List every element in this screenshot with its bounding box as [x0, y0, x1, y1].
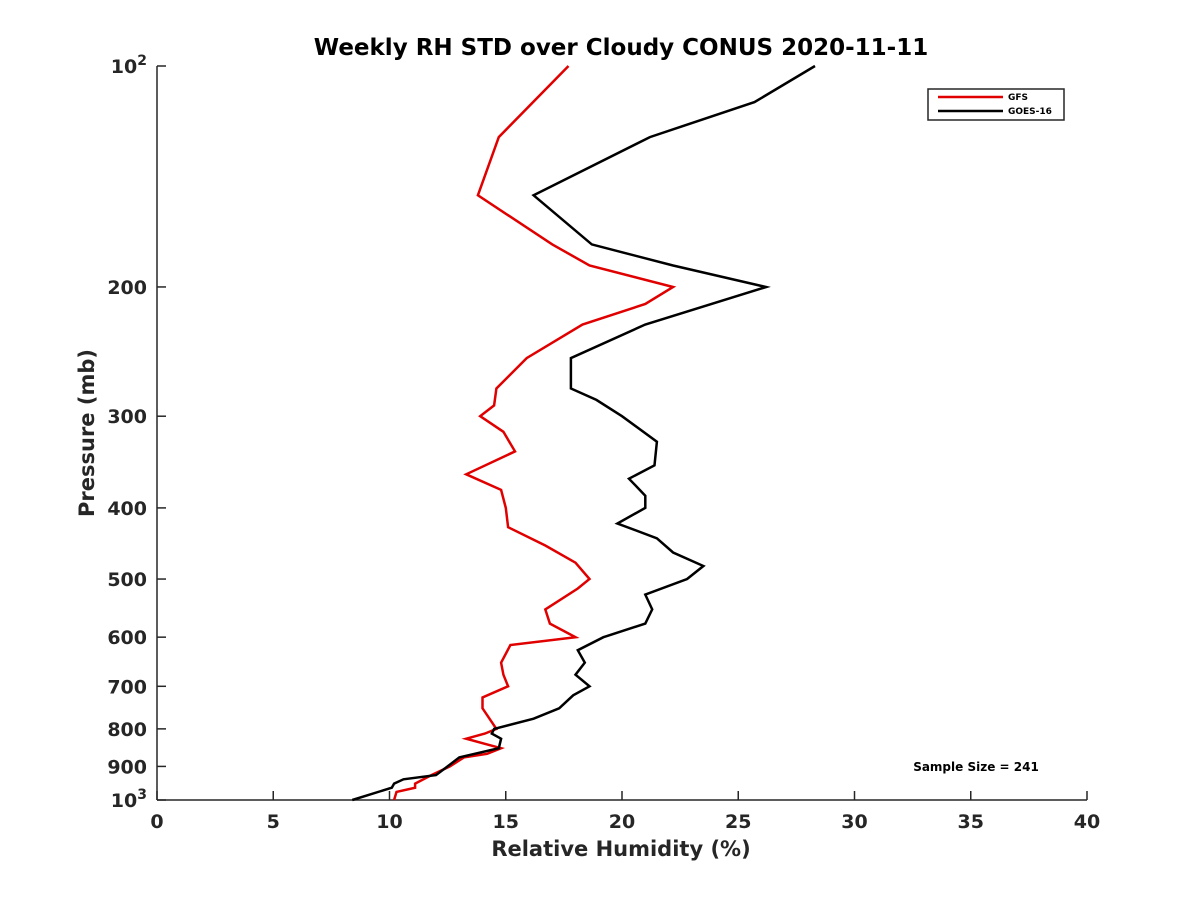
legend-label-goes16: GOES-16 — [1008, 107, 1052, 117]
x-axis-label: Relative Humidity (%) — [491, 837, 750, 861]
x-tick-label-4: 20 — [609, 811, 635, 833]
x-tick-label-3: 15 — [493, 811, 519, 833]
x-tick-label-2: 10 — [376, 811, 402, 833]
legend-box — [927, 88, 1065, 121]
y-tick-label-8: 900 — [107, 756, 147, 778]
series-line-gfs — [392, 65, 677, 801]
y-tick-label-4: 500 — [107, 569, 147, 591]
series-layer — [351, 64, 816, 802]
y-tick-label-1: 200 — [107, 277, 147, 299]
y-tick-label-6: 700 — [107, 676, 147, 698]
y-tick-label-0: 102 — [111, 53, 147, 78]
y-tick-label-3: 400 — [107, 498, 147, 520]
x-tick-label-1: 5 — [267, 811, 280, 833]
x-ticks: 0 5 10 15 20 25 30 35 40 — [150, 791, 1100, 833]
series-line-goes-16 — [351, 64, 816, 802]
y-ticks: 102 200 300 400 500 600 700 800 900 103 — [107, 53, 166, 812]
y-axis-label: Pressure (mb) — [75, 349, 99, 517]
y-tick-label-5: 600 — [107, 627, 147, 649]
y-tick-label-9: 103 — [111, 787, 147, 812]
y-tick-label-7: 800 — [107, 719, 147, 741]
chart-title: Weekly RH STD over Cloudy CONUS 2020-11-… — [314, 35, 928, 61]
y-tick-label-2: 300 — [107, 406, 147, 428]
x-tick-label-5: 25 — [725, 811, 751, 833]
sample-size-annotation: Sample Size = 241 — [913, 760, 1039, 774]
x-tick-label-7: 35 — [958, 811, 984, 833]
x-tick-label-8: 40 — [1074, 811, 1100, 833]
legend-label-gfs: GFS — [1008, 93, 1028, 103]
legend: GFS GOES-16 — [927, 88, 1065, 121]
x-tick-label-6: 30 — [841, 811, 867, 833]
x-tick-label-0: 0 — [150, 811, 163, 833]
